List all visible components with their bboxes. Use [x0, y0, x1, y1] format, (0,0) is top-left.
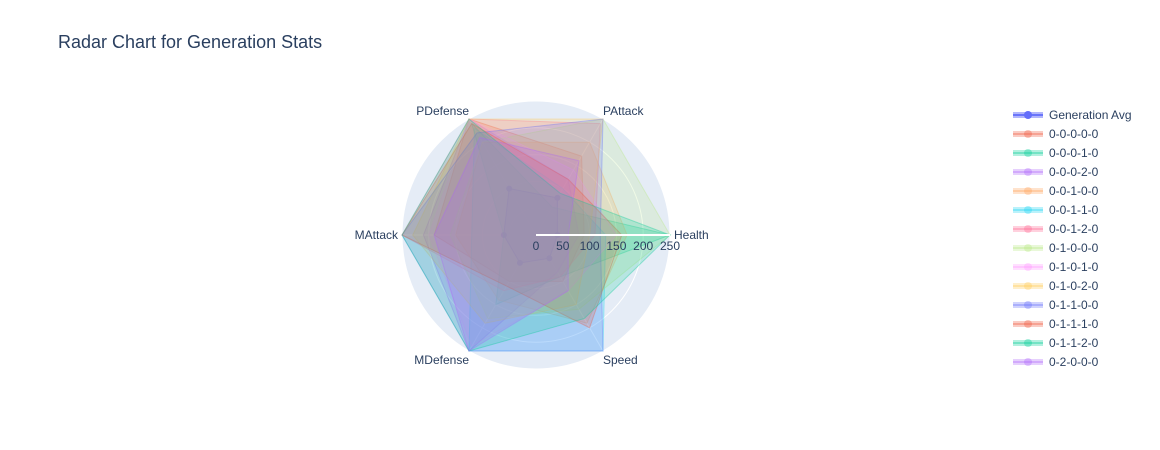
legend-label: 0-0-1-2-0	[1049, 221, 1099, 236]
series-polygon	[401, 118, 604, 352]
legend-label: 0-2-0-0-0	[1049, 354, 1099, 369]
series-polygon	[412, 118, 604, 324]
legend-item[interactable]: 0-1-0-1-0	[1013, 257, 1132, 276]
legend-item[interactable]: 0-0-1-1-0	[1013, 200, 1132, 219]
legend-item[interactable]: 0-1-0-2-0	[1013, 276, 1132, 295]
legend-label: 0-0-1-1-0	[1049, 202, 1099, 217]
series-polygon	[422, 118, 580, 352]
series-polygon	[401, 118, 601, 292]
legend-label: 0-1-0-1-0	[1049, 259, 1099, 274]
radial-tick-label: 0	[533, 239, 540, 253]
axis-label-mdefense: MDefense	[414, 353, 469, 367]
legend-swatch	[1013, 167, 1043, 177]
legend-item[interactable]: 0-2-0-0-0	[1013, 352, 1132, 371]
series-polygon	[449, 118, 671, 320]
legend-label: 0-1-1-2-0	[1049, 335, 1099, 350]
legend-swatch	[1013, 224, 1043, 234]
radial-tick-label: 200	[633, 239, 653, 253]
grid-spoke	[535, 234, 604, 352]
radial-tick-label: 150	[606, 239, 626, 253]
legend-item[interactable]: 0-1-0-0-0	[1013, 238, 1132, 257]
axis-label-mattack: MAttack	[355, 228, 399, 242]
radial-ticks: 0 50 100 150 200 250	[533, 234, 680, 253]
legend-item[interactable]: 0-1-1-2-0	[1013, 333, 1132, 352]
legend-swatch	[1013, 281, 1043, 291]
legend-item[interactable]: 0-0-0-0-0	[1013, 124, 1132, 143]
axis-label-pdefense: PDefense	[416, 104, 469, 118]
legend-swatch	[1013, 148, 1043, 158]
legend-swatch	[1013, 205, 1043, 215]
legend-label: 0-1-0-2-0	[1049, 278, 1099, 293]
legend-swatch	[1013, 357, 1043, 367]
series-marker	[500, 232, 507, 238]
legend-swatch	[1013, 338, 1043, 348]
series-polygon	[455, 141, 628, 324]
grid-spoke	[535, 118, 604, 236]
chart-title: Radar Chart for Generation Stats	[58, 32, 323, 52]
axis-label-health: Health	[674, 228, 709, 242]
legend-swatch	[1013, 319, 1043, 329]
legend-swatch	[1013, 300, 1043, 310]
grid-spoke	[468, 118, 537, 236]
series-marker	[546, 255, 553, 262]
series-polygon	[428, 118, 618, 348]
series-polygon	[433, 118, 585, 282]
grid-spoke	[468, 234, 537, 352]
legend-swatch	[1013, 262, 1043, 272]
legend-label: Generation Avg	[1049, 107, 1132, 122]
legend-swatch	[1013, 129, 1043, 139]
axis-labels: Health PAttack PDefense MAttack MDefense Spee…	[355, 104, 709, 367]
legend-item[interactable]: Generation Avg	[1013, 105, 1132, 124]
series-polygon	[433, 136, 580, 352]
legend-item[interactable]: 0-0-1-0-0	[1013, 181, 1132, 200]
series-marker	[554, 194, 561, 201]
legend-swatch	[1013, 243, 1043, 253]
legend-swatch	[1013, 110, 1043, 120]
legend-label: 0-1-1-1-0	[1049, 316, 1099, 331]
series-polygon	[401, 122, 623, 329]
legend-label: 0-0-0-2-0	[1049, 164, 1099, 179]
radial-tick-label: 250	[660, 239, 680, 253]
radial-tick-label: 100	[580, 239, 600, 253]
axis-label-speed: Speed	[603, 353, 638, 367]
legend-label: 0-0-0-0-0	[1049, 126, 1099, 141]
legend-item[interactable]: 0-1-1-0-0	[1013, 295, 1132, 314]
axis-label-pattack: PAttack	[603, 104, 644, 118]
legend-label: 0-1-1-0-0	[1049, 297, 1099, 312]
legend-label: 0-0-0-1-0	[1049, 145, 1099, 160]
series-marker	[516, 259, 523, 266]
legend-item[interactable]: 0-0-0-1-0	[1013, 143, 1132, 162]
series-polygon	[471, 123, 672, 306]
radial-tick-label: 50	[556, 239, 570, 253]
series-layer	[401, 118, 672, 352]
legend-swatch	[1013, 186, 1043, 196]
legend: Generation Avg 0-0-0-0-0 0-0-0-1-0 0-0-0-2-…	[1013, 105, 1132, 371]
legend-label: 0-1-0-0-0	[1049, 240, 1099, 255]
legend-item[interactable]: 0-0-1-2-0	[1013, 219, 1132, 238]
series-marker	[506, 185, 513, 192]
legend-item[interactable]: 0-1-1-1-0	[1013, 314, 1132, 333]
series-polygon	[468, 127, 607, 352]
legend-item[interactable]: 0-0-0-2-0	[1013, 162, 1132, 181]
legend-label: 0-0-1-0-0	[1049, 183, 1099, 198]
